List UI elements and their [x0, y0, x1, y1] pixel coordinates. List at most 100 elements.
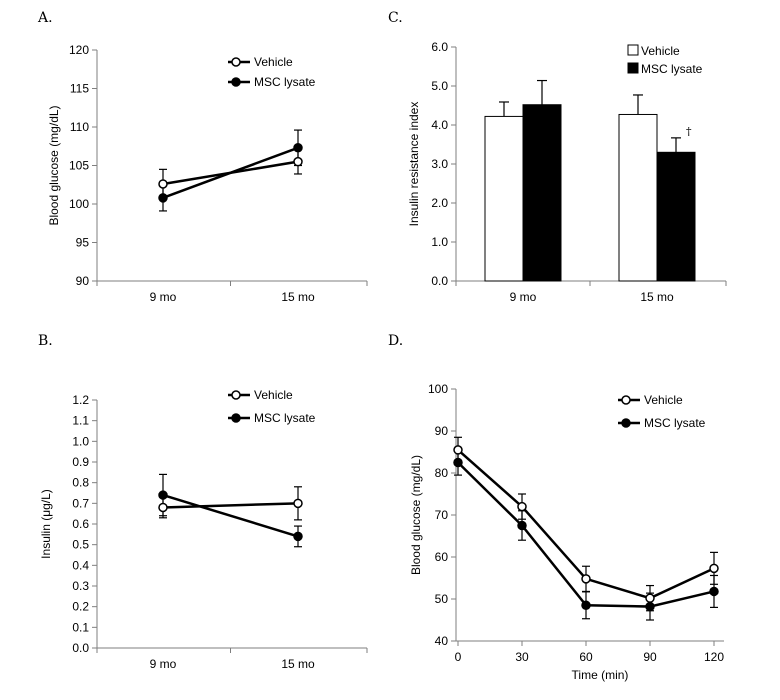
x-tick-label: 9 mo: [150, 290, 177, 304]
y-tick-label: 60: [435, 550, 449, 564]
y-tick-label: 90: [435, 424, 449, 438]
bar-msc-lysate: [522, 104, 562, 282]
y-tick-label: 100: [428, 382, 448, 396]
x-tick-label: 9 mo: [510, 290, 537, 304]
series-line-msc-lysate: [162, 146, 299, 200]
data-point-vehicle: [645, 593, 655, 603]
y-tick-label: 0.4: [72, 558, 89, 572]
y-tick-label: 6.0: [431, 40, 448, 54]
y-tick-label: 70: [435, 508, 449, 522]
bar-vehicle: [618, 113, 658, 282]
y-tick-label: 0.5: [72, 538, 89, 552]
bar-vehicle: [484, 115, 524, 282]
legend-swatch-vehicle: [627, 44, 639, 56]
panel-c: C. 0.0 1.0 2.0 3.0 4.0 5.0 6.0 9 mo 15 mo Insulin …: [388, 10, 727, 304]
x-tick-label: 30: [515, 650, 529, 664]
legend-marker-vehicle: [231, 390, 241, 400]
y-tick-label: 80: [435, 466, 449, 480]
y-tick-label: 95: [76, 236, 90, 250]
legend-label: MSC lysate: [641, 62, 703, 76]
y-tick-label: 0.8: [72, 476, 89, 490]
x-tick-label: 120: [704, 650, 724, 664]
y-axis-label: Insulin resistance index: [407, 102, 421, 227]
y-tick-label: 0.9: [72, 455, 89, 469]
panel-b: B. 0.0 0.1 0.2 0.3 0.4 0.5 0.6 0.7 0.8 0.9 1.0 1.1 1.…: [38, 333, 368, 671]
y-tick-label: 105: [69, 159, 89, 173]
legend-marker-vehicle: [621, 395, 631, 405]
y-tick-label: 0.0: [72, 641, 89, 655]
y-tick-label: 1.2: [72, 393, 89, 407]
bar-msc-lysate: [656, 151, 696, 282]
y-tick-label: 4.0: [431, 118, 448, 132]
panel-label: B.: [38, 333, 53, 349]
y-tick-label: 0.1: [72, 620, 89, 634]
data-point-vehicle: [453, 445, 463, 455]
data-point-msc-lysate: [709, 586, 719, 597]
y-tick-label: 0.0: [431, 274, 448, 288]
significance-marker: †: [686, 125, 692, 138]
x-axis-label: Time (min): [572, 668, 629, 682]
y-tick-label: 0.6: [72, 517, 89, 531]
data-point-msc-lysate: [581, 600, 591, 611]
legend-label: Vehicle: [254, 388, 293, 402]
data-point-msc-lysate: [517, 520, 527, 531]
panel-d: D. 40 50 60 70 80 90 100 0 30 60 90 120 Blood glucose…: [388, 333, 724, 682]
panel-label: C.: [388, 10, 403, 26]
legend-label: Vehicle: [644, 393, 683, 407]
panel-label: D.: [388, 333, 403, 349]
data-point-vehicle: [709, 563, 719, 574]
legend-label: MSC lysate: [254, 411, 316, 425]
legend-label: Vehicle: [641, 44, 680, 58]
data-point-msc-lysate: [453, 457, 463, 468]
x-tick-label: 15 mo: [281, 290, 315, 304]
legend-swatch-msc-lysate: [627, 62, 639, 74]
data-point-msc-lysate: [293, 531, 303, 542]
legend-label: MSC lysate: [644, 416, 706, 430]
data-point-msc-lysate: [645, 601, 655, 612]
y-axis-label: Insulin (μg/L): [39, 489, 53, 559]
y-tick-label: 110: [70, 120, 89, 134]
x-tick-label: 15 mo: [281, 657, 315, 671]
y-tick-label: 2.0: [431, 196, 448, 210]
data-point-vehicle: [293, 498, 303, 509]
y-axis-label: Blood glucose (mg/dL): [47, 105, 61, 225]
x-tick-label: 90: [643, 650, 657, 664]
legend-label: Vehicle: [254, 55, 293, 69]
panel-a: A. 90 95 100 105 110 115 120 9 mo 15 mo Blood gluc…: [37, 10, 368, 304]
data-point-vehicle: [158, 179, 168, 189]
data-point-vehicle: [517, 501, 527, 512]
y-tick-label: 1.0: [72, 434, 89, 448]
y-tick-label: 0.2: [72, 600, 89, 614]
y-tick-label: 1.1: [72, 414, 89, 428]
y-tick-label: 115: [70, 82, 89, 96]
y-tick-label: 90: [76, 274, 90, 288]
y-tick-label: 3.0: [431, 157, 448, 171]
y-tick-label: 120: [69, 43, 89, 57]
data-point-vehicle: [293, 156, 303, 167]
y-tick-label: 100: [69, 197, 89, 211]
x-tick-label: 0: [455, 650, 462, 664]
y-tick-label: 0.7: [72, 496, 89, 510]
data-point-msc-lysate: [158, 490, 168, 500]
data-point-vehicle: [158, 502, 168, 513]
series-line-vehicle: [162, 502, 299, 509]
legend-marker-msc-lysate: [621, 418, 631, 428]
legend-marker-msc-lysate: [231, 77, 241, 87]
legend-marker-msc-lysate: [231, 413, 241, 423]
y-tick-label: 50: [435, 592, 449, 606]
y-tick-label: 1.0: [431, 235, 448, 249]
x-tick-label: 60: [579, 650, 593, 664]
x-tick-label: 15 mo: [640, 290, 674, 304]
legend-label: MSC lysate: [254, 75, 316, 89]
data-point-vehicle: [581, 574, 591, 584]
legend-marker-vehicle: [231, 57, 241, 67]
panel-label: A.: [37, 10, 53, 26]
y-axis-label: Blood glucose (mg/dL): [409, 455, 423, 575]
data-point-msc-lysate: [293, 143, 303, 153]
y-tick-label: 0.3: [72, 579, 89, 593]
data-point-msc-lysate: [158, 193, 168, 203]
x-tick-label: 9 mo: [150, 657, 177, 671]
y-tick-label: 40: [435, 634, 449, 648]
y-tick-label: 5.0: [431, 79, 448, 93]
